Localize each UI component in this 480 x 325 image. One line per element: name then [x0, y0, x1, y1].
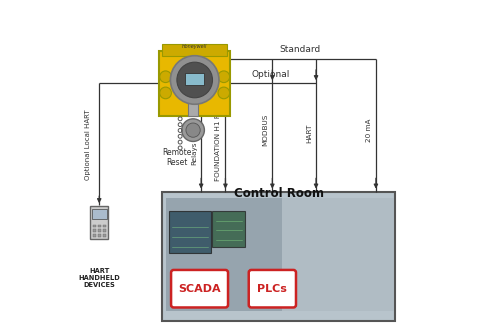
Text: 20 mA: 20 mA — [366, 118, 372, 142]
Bar — [159, 51, 230, 116]
Text: Optional: Optional — [252, 70, 290, 79]
Text: Standard: Standard — [279, 45, 321, 54]
Text: Remote
Reset: Remote Reset — [162, 148, 192, 167]
Text: Control Room: Control Room — [234, 187, 324, 200]
Bar — [98, 229, 101, 232]
Bar — [103, 234, 106, 237]
Text: PLCs: PLCs — [257, 284, 288, 294]
Text: MODBUS: MODBUS — [262, 114, 268, 146]
Bar — [90, 206, 108, 239]
Text: Relays: Relays — [191, 141, 197, 164]
Bar — [166, 198, 282, 311]
Bar — [169, 211, 211, 253]
Bar — [162, 192, 396, 321]
FancyBboxPatch shape — [171, 270, 228, 307]
FancyBboxPatch shape — [249, 270, 296, 307]
Text: HART: HART — [306, 124, 312, 143]
Bar — [282, 198, 394, 311]
Bar — [98, 225, 101, 227]
Text: FOUNDATION H1 Fieldbus: FOUNDATION H1 Fieldbus — [215, 89, 221, 181]
Bar — [93, 225, 96, 227]
Bar — [93, 229, 96, 232]
Circle shape — [186, 123, 200, 137]
Circle shape — [170, 56, 219, 104]
Text: HART
HANDHELD
DEVICES: HART HANDHELD DEVICES — [78, 268, 120, 288]
Bar — [213, 211, 245, 247]
Circle shape — [218, 87, 229, 99]
Circle shape — [182, 119, 204, 141]
Text: SCADA: SCADA — [178, 284, 221, 294]
Circle shape — [218, 71, 229, 83]
Circle shape — [160, 87, 171, 99]
Circle shape — [177, 62, 213, 98]
Bar — [188, 96, 198, 116]
Bar — [162, 45, 227, 56]
Bar — [185, 72, 204, 85]
Bar — [103, 229, 106, 232]
Bar — [98, 234, 101, 237]
Bar — [103, 225, 106, 227]
Bar — [92, 209, 107, 219]
Bar — [93, 234, 96, 237]
Text: Honeywell: Honeywell — [182, 44, 207, 49]
Text: Optional Local HART: Optional Local HART — [85, 110, 91, 180]
Circle shape — [160, 71, 171, 83]
